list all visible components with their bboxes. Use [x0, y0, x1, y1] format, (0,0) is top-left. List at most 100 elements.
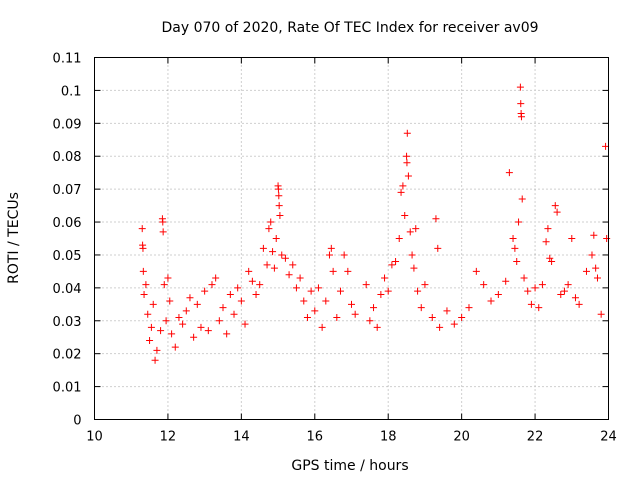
data-point	[289, 261, 297, 269]
data-point	[300, 297, 308, 305]
data-point	[278, 251, 286, 259]
data-point	[175, 313, 183, 321]
data-point	[168, 330, 176, 338]
data-point	[505, 169, 513, 177]
data-point	[593, 274, 601, 282]
x-tick-label: 20	[453, 430, 470, 445]
data-point	[527, 300, 535, 308]
data-point	[410, 264, 418, 272]
data-point	[265, 225, 273, 233]
data-point	[212, 274, 220, 282]
x-tick-label: 14	[233, 430, 250, 445]
data-point	[465, 304, 473, 312]
data-point	[197, 323, 205, 331]
data-point	[307, 287, 315, 295]
data-point	[275, 202, 283, 210]
data-point	[144, 310, 152, 318]
data-point	[267, 218, 275, 226]
data-point	[151, 356, 159, 364]
data-point	[557, 290, 565, 298]
data-point	[190, 333, 198, 341]
data-point	[392, 258, 400, 266]
data-point	[395, 235, 403, 242]
data-point	[140, 290, 148, 298]
y-tick-label: 0.11	[53, 52, 82, 67]
data-point	[403, 159, 411, 167]
data-point	[535, 304, 543, 312]
data-point	[564, 281, 572, 289]
data-point	[245, 267, 253, 275]
y-tick-label: 0.05	[53, 249, 82, 264]
data-point	[348, 300, 355, 308]
x-tick-label: 16	[307, 430, 324, 445]
data-point	[226, 290, 234, 298]
data-point	[524, 287, 532, 295]
data-point	[531, 284, 539, 292]
data-point	[388, 261, 396, 269]
data-point	[311, 307, 319, 315]
x-tick-label: 12	[160, 430, 177, 445]
data-point	[219, 304, 227, 312]
data-point	[434, 244, 442, 252]
data-point	[274, 185, 282, 193]
data-point	[263, 261, 271, 269]
data-point	[502, 277, 510, 285]
data-point	[325, 251, 333, 259]
data-point	[417, 304, 425, 312]
data-point	[404, 172, 412, 180]
data-point	[406, 228, 414, 236]
data-point	[269, 248, 277, 256]
data-point	[272, 235, 280, 242]
y-tick-label: 0.02	[53, 348, 82, 363]
data-point	[157, 327, 165, 335]
data-point	[428, 313, 436, 321]
data-point	[139, 267, 147, 275]
data-point	[472, 267, 480, 275]
y-tick-label: 0.04	[53, 282, 82, 297]
data-point	[276, 211, 284, 219]
data-point	[516, 83, 524, 91]
data-point	[571, 294, 579, 302]
data-point	[166, 297, 174, 305]
data-point	[551, 202, 559, 210]
data-point	[259, 244, 267, 252]
data-point	[518, 195, 526, 203]
data-point	[179, 320, 187, 328]
data-point	[397, 188, 405, 196]
data-point	[252, 290, 260, 298]
chart-title: Day 070 of 2020, Rate Of TEC Index for r…	[161, 20, 538, 36]
data-point	[270, 264, 278, 272]
data-point	[370, 304, 378, 312]
data-point	[296, 274, 304, 282]
data-point	[602, 142, 610, 150]
x-tick-label: 22	[527, 430, 544, 445]
data-point	[480, 281, 488, 289]
x-axis-title: GPS time / hours	[291, 458, 408, 474]
y-tick-label: 0.1	[61, 84, 82, 99]
data-point	[182, 307, 190, 315]
data-point	[237, 297, 245, 305]
data-point	[153, 346, 161, 354]
data-point	[401, 211, 409, 219]
data-point	[234, 284, 242, 292]
data-point	[329, 267, 337, 275]
data-point	[458, 313, 466, 321]
data-point	[546, 254, 554, 262]
data-point	[241, 320, 249, 328]
x-tick-label: 24	[600, 430, 617, 445]
data-point	[592, 264, 600, 272]
data-point	[568, 235, 576, 242]
data-point	[340, 251, 348, 259]
data-point	[230, 310, 238, 318]
data-point	[582, 267, 590, 275]
data-point	[603, 235, 611, 242]
data-point	[414, 287, 422, 295]
y-tick-label: 0.01	[53, 381, 82, 396]
data-point	[403, 152, 411, 160]
data-point	[553, 208, 561, 216]
data-point	[201, 287, 209, 295]
data-point	[597, 310, 605, 318]
data-point	[215, 317, 223, 325]
data-point	[548, 258, 556, 266]
